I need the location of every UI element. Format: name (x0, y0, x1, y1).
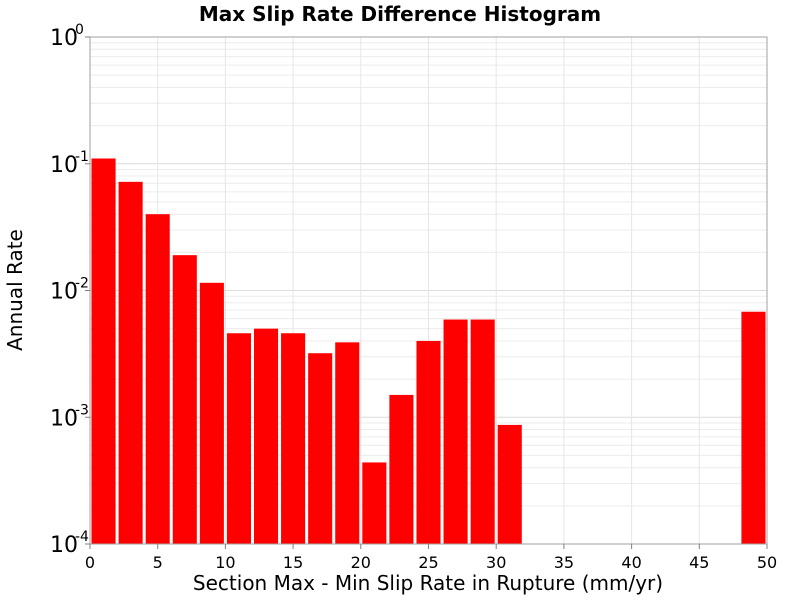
histogram-bar (253, 328, 279, 544)
x-tick-label: 40 (621, 553, 641, 572)
histogram-bar (281, 333, 306, 544)
histogram-bar (226, 333, 251, 544)
y-tick-label: 100 (50, 22, 84, 51)
y-axis-label: Annual Rate (3, 229, 27, 351)
histogram-bar (335, 342, 360, 544)
x-axis-label: Section Max - Min Slip Rate in Rupture (… (193, 571, 663, 595)
x-tick-label: 45 (689, 553, 709, 572)
x-tick-label: 50 (757, 553, 777, 572)
x-tick-label: 10 (215, 553, 235, 572)
y-tick-label: 10-1 (50, 149, 89, 178)
y-tick-base: 10 (50, 406, 78, 431)
histogram-bar (416, 340, 441, 544)
chart-title: Max Slip Rate Difference Histogram (199, 2, 601, 26)
x-tick-label: 5 (153, 553, 163, 572)
histogram-bar (91, 158, 116, 544)
y-tick-exponent: 0 (75, 22, 84, 38)
histogram-bar (308, 353, 333, 544)
y-tick-exponent: -3 (75, 402, 89, 418)
y-tick-base: 10 (50, 533, 78, 558)
y-tick-base: 10 (50, 153, 78, 178)
y-tick-label: 10-4 (50, 529, 89, 558)
bars (91, 158, 766, 545)
histogram-bar (470, 319, 495, 544)
histogram-bar (443, 319, 468, 544)
y-tick-exponent: -2 (75, 276, 89, 292)
x-tick-label: 35 (554, 553, 574, 572)
histogram-bar (172, 255, 197, 545)
histogram-bar (145, 214, 170, 544)
x-tick-label: 25 (418, 553, 438, 572)
x-tick-label: 0 (85, 553, 95, 572)
histogram-bar (741, 311, 766, 544)
histogram-bar (497, 424, 522, 544)
histogram-bar (389, 394, 414, 544)
histogram-bar (199, 282, 224, 544)
x-tick-label: 30 (486, 553, 506, 572)
x-axis-ticks: 0 5 10 15 20 25 30 35 40 45 50 (85, 544, 777, 572)
y-tick-exponent: -1 (75, 149, 89, 165)
y-tick-label: 10-2 (50, 276, 89, 305)
histogram-bar (118, 181, 143, 544)
y-tick-base: 10 (50, 280, 78, 305)
y-tick-base: 10 (50, 26, 78, 51)
x-tick-label: 20 (351, 553, 371, 572)
histogram-bar (362, 462, 387, 544)
x-tick-label: 15 (283, 553, 303, 572)
y-tick-label: 10-3 (50, 402, 89, 431)
y-tick-exponent: -4 (75, 529, 89, 545)
